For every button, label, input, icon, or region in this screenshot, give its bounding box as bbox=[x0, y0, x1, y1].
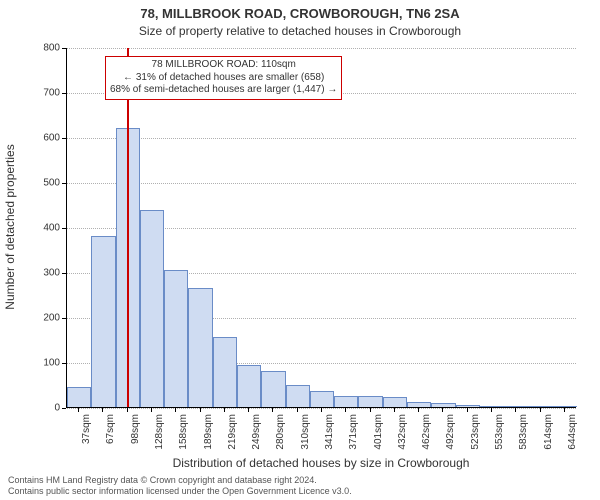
x-tick-mark bbox=[491, 408, 492, 412]
x-tick-mark bbox=[151, 408, 152, 412]
y-tick-mark bbox=[62, 138, 66, 139]
histogram-bar bbox=[67, 387, 91, 407]
footer-line-2: Contains public sector information licen… bbox=[8, 486, 352, 496]
x-tick-label: 37sqm bbox=[81, 414, 92, 474]
x-tick-label: 371sqm bbox=[348, 414, 359, 474]
x-tick-mark bbox=[175, 408, 176, 412]
footer-line-1: Contains HM Land Registry data © Crown c… bbox=[8, 475, 352, 485]
x-tick-label: 432sqm bbox=[397, 414, 408, 474]
x-tick-mark bbox=[78, 408, 79, 412]
y-tick-mark bbox=[62, 183, 66, 184]
x-tick-label: 523sqm bbox=[470, 414, 481, 474]
histogram-bar bbox=[91, 236, 115, 407]
x-tick-mark bbox=[200, 408, 201, 412]
y-tick-label: 700 bbox=[10, 88, 60, 99]
x-tick-label: 462sqm bbox=[421, 414, 432, 474]
reference-line bbox=[127, 48, 129, 407]
x-tick-label: 128sqm bbox=[154, 414, 165, 474]
y-tick-label: 100 bbox=[10, 358, 60, 369]
histogram-bar bbox=[383, 397, 407, 407]
footer-attribution: Contains HM Land Registry data © Crown c… bbox=[8, 475, 352, 496]
x-tick-mark bbox=[297, 408, 298, 412]
x-tick-label: 158sqm bbox=[178, 414, 189, 474]
histogram-bar bbox=[140, 210, 164, 407]
x-tick-label: 401sqm bbox=[373, 414, 384, 474]
y-tick-mark bbox=[62, 273, 66, 274]
y-tick-label: 500 bbox=[10, 178, 60, 189]
y-tick-mark bbox=[62, 93, 66, 94]
x-tick-label: 280sqm bbox=[275, 414, 286, 474]
y-tick-label: 600 bbox=[10, 133, 60, 144]
x-tick-label: 583sqm bbox=[518, 414, 529, 474]
x-tick-label: 189sqm bbox=[203, 414, 214, 474]
x-tick-mark bbox=[370, 408, 371, 412]
histogram-bar bbox=[334, 396, 358, 407]
annotation-line-1: 78 MILLBROOK ROAD: 110sqm bbox=[110, 59, 337, 72]
histogram-bar bbox=[188, 288, 212, 407]
x-tick-mark bbox=[102, 408, 103, 412]
x-tick-label: 492sqm bbox=[445, 414, 456, 474]
x-tick-label: 219sqm bbox=[227, 414, 238, 474]
y-tick-mark bbox=[62, 48, 66, 49]
x-tick-label: 98sqm bbox=[130, 414, 141, 474]
histogram-bar bbox=[164, 270, 188, 407]
histogram-bar bbox=[528, 406, 552, 407]
histogram-bar bbox=[261, 371, 285, 407]
y-tick-mark bbox=[62, 318, 66, 319]
y-tick-label: 200 bbox=[10, 313, 60, 324]
x-tick-mark bbox=[224, 408, 225, 412]
plot-area bbox=[66, 48, 576, 408]
x-tick-mark bbox=[540, 408, 541, 412]
histogram-bar bbox=[286, 385, 310, 408]
histogram-bar bbox=[310, 391, 334, 407]
histogram-bar bbox=[456, 405, 480, 407]
x-tick-label: 341sqm bbox=[324, 414, 335, 474]
x-tick-label: 553sqm bbox=[494, 414, 505, 474]
x-tick-mark bbox=[321, 408, 322, 412]
chart-container: { "title": "78, MILLBROOK ROAD, CROWBORO… bbox=[0, 0, 600, 500]
histogram-bar bbox=[431, 403, 455, 408]
histogram-bar bbox=[407, 402, 431, 407]
x-tick-label: 249sqm bbox=[251, 414, 262, 474]
annotation-box: 78 MILLBROOK ROAD: 110sqm ← 31% of detac… bbox=[105, 56, 342, 100]
x-tick-mark bbox=[248, 408, 249, 412]
x-tick-mark bbox=[515, 408, 516, 412]
y-tick-mark bbox=[62, 228, 66, 229]
y-tick-label: 300 bbox=[10, 268, 60, 279]
chart-subtitle: Size of property relative to detached ho… bbox=[0, 24, 600, 38]
y-tick-label: 400 bbox=[10, 223, 60, 234]
grid-line bbox=[67, 183, 576, 184]
x-tick-mark bbox=[272, 408, 273, 412]
histogram-bar bbox=[358, 396, 382, 407]
x-tick-mark bbox=[442, 408, 443, 412]
y-tick-mark bbox=[62, 408, 66, 409]
x-tick-mark bbox=[127, 408, 128, 412]
x-tick-label: 644sqm bbox=[567, 414, 578, 474]
histogram-bar bbox=[237, 365, 261, 407]
x-tick-mark bbox=[418, 408, 419, 412]
y-tick-label: 800 bbox=[10, 43, 60, 54]
x-tick-mark bbox=[345, 408, 346, 412]
x-tick-mark bbox=[467, 408, 468, 412]
annotation-line-2: ← 31% of detached houses are smaller (65… bbox=[110, 72, 337, 85]
y-tick-mark bbox=[62, 363, 66, 364]
histogram-bar bbox=[480, 406, 504, 407]
x-tick-label: 310sqm bbox=[300, 414, 311, 474]
grid-line bbox=[67, 138, 576, 139]
grid-line bbox=[67, 48, 576, 49]
x-tick-mark bbox=[394, 408, 395, 412]
histogram-bar bbox=[504, 406, 528, 407]
x-tick-label: 614sqm bbox=[543, 414, 554, 474]
x-tick-label: 67sqm bbox=[105, 414, 116, 474]
histogram-bar bbox=[553, 406, 577, 407]
annotation-line-3: 68% of semi-detached houses are larger (… bbox=[110, 84, 337, 97]
chart-title: 78, MILLBROOK ROAD, CROWBOROUGH, TN6 2SA bbox=[0, 6, 600, 21]
histogram-bar bbox=[213, 337, 237, 407]
y-tick-label: 0 bbox=[10, 403, 60, 414]
x-tick-mark bbox=[564, 408, 565, 412]
